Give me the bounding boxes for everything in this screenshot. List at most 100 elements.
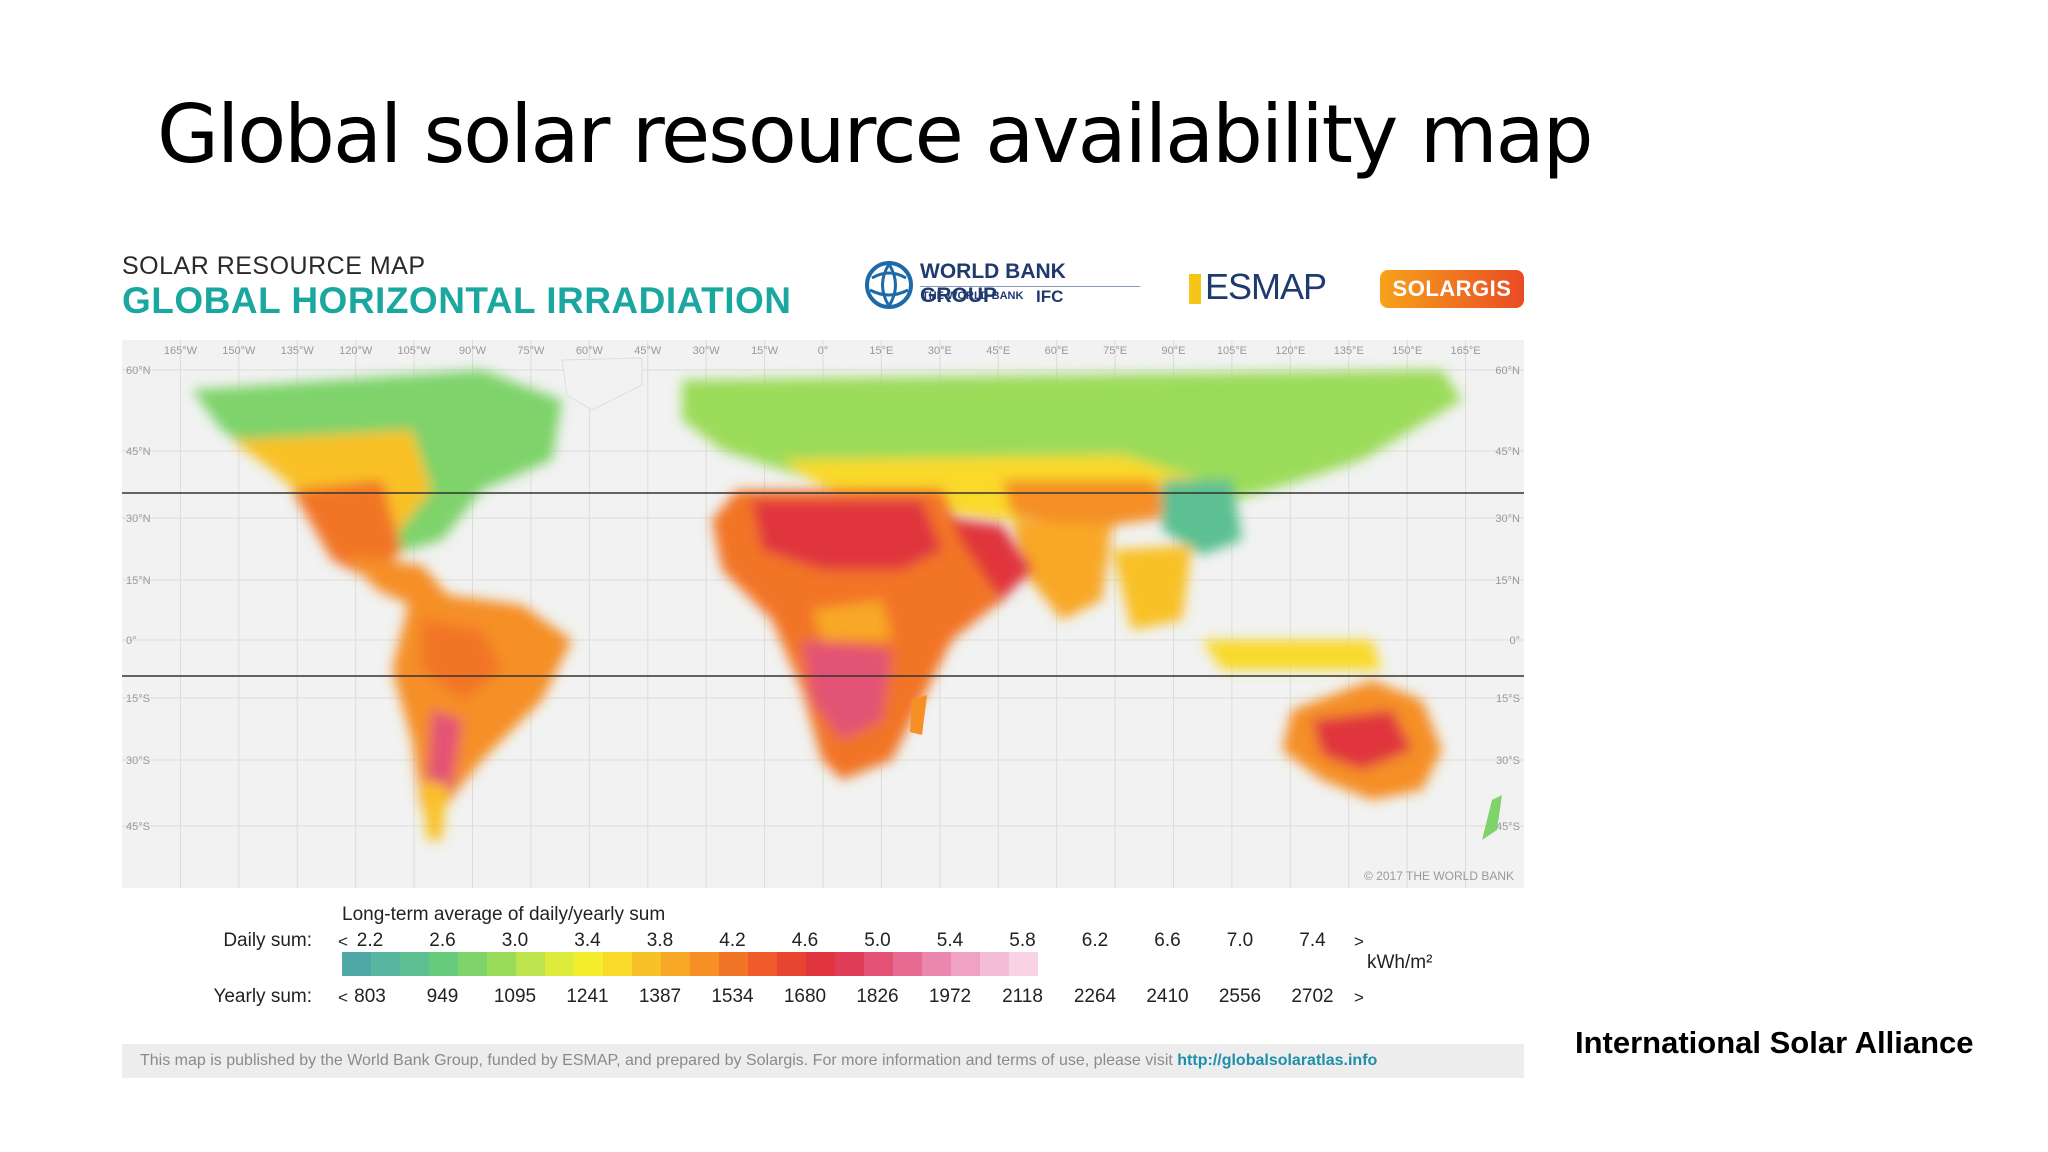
longitude-label: 90°W <box>459 345 487 357</box>
color-swatch <box>458 952 487 976</box>
esmap-sun-icon <box>1189 274 1201 304</box>
new-zealand-landmass <box>1482 795 1502 840</box>
latitude-label: 30°S <box>126 755 150 767</box>
daily-more-arrow: > <box>1354 932 1364 951</box>
yearly-tick-label: 1826 <box>856 986 899 1007</box>
yearly-less-arrow: < <box>338 988 348 1007</box>
latitude-label: 60°N <box>1495 365 1520 377</box>
color-swatch <box>806 952 835 976</box>
world-bank-group-name: WORLD BANK GROUP <box>920 260 1066 307</box>
longitude-label: 45°W <box>634 345 662 357</box>
latitude-label: 15°S <box>126 693 150 705</box>
globe-icon <box>865 261 913 309</box>
slide-title: Global solar resource availability map <box>157 88 1593 181</box>
latitude-label: 60°N <box>126 365 151 377</box>
longitude-label: 120°E <box>1275 345 1305 357</box>
map-kicker: SOLAR RESOURCE MAP <box>122 252 426 280</box>
longitude-label: 60°W <box>576 345 604 357</box>
longitude-label: 135°E <box>1334 345 1364 357</box>
latitude-label: 45°S <box>1496 821 1520 833</box>
americas-landmass <box>192 370 572 840</box>
slide-attribution: International Solar Alliance <box>1575 1025 1974 1060</box>
daily-less-arrow: < <box>338 932 348 951</box>
daily-tick-label: 5.8 <box>1009 930 1036 951</box>
yearly-tick-label: 803 <box>354 986 386 1007</box>
color-swatch <box>864 952 893 976</box>
world-bank-name: THE WORLD BANK <box>922 290 1024 302</box>
africa-landmass <box>712 490 1002 780</box>
longitude-label: 90°E <box>1162 345 1186 357</box>
longitude-label: 75°E <box>1103 345 1127 357</box>
longitude-label: 45°E <box>986 345 1010 357</box>
color-swatch <box>603 952 632 976</box>
esmap-logo: ESMAP <box>1187 266 1337 318</box>
yearly-tick-label: 1534 <box>711 986 754 1007</box>
yearly-tick-label: 1972 <box>928 986 972 1007</box>
map-heading: GLOBAL HORIZONTAL IRRADIATION <box>122 280 792 321</box>
latitude-label: 45°N <box>1495 446 1520 458</box>
irradiation-legend: Long-term average of daily/yearly sum Da… <box>122 904 1524 1024</box>
greenland-landmass <box>561 357 643 411</box>
daily-tick-label: 4.6 <box>791 930 819 951</box>
color-swatch <box>922 952 951 976</box>
longitude-label: 135°W <box>281 345 315 357</box>
color-swatch <box>835 952 864 976</box>
yearly-tick-label: 2410 <box>1146 986 1189 1007</box>
daily-tick-label: 2.6 <box>429 930 456 951</box>
yearly-tick-label: 1680 <box>783 986 827 1007</box>
longitude-label: 150°W <box>222 345 256 357</box>
longitude-label: 120°W <box>339 345 373 357</box>
latitude-label: 45°N <box>126 446 151 458</box>
yearly-tick-label: 2556 <box>1218 986 1262 1007</box>
daily-tick-label: 6.6 <box>1154 930 1181 951</box>
map-copyright: © 2017 THE WORLD BANK <box>1364 869 1514 883</box>
color-swatch <box>893 952 922 976</box>
solar-resource-map-poster: SOLAR RESOURCE MAP GLOBAL HORIZONTAL IRR… <box>122 246 1524 1080</box>
daily-sum-label: Daily sum: <box>223 930 312 951</box>
color-swatch <box>632 952 661 976</box>
yearly-more-arrow: > <box>1354 988 1364 1007</box>
daily-tick-label: 7.0 <box>1226 930 1254 951</box>
esmap-name: ESMAP <box>1205 266 1327 307</box>
globalsolaratlas-link[interactable]: http://globalsolaratlas.info <box>1177 1052 1378 1069</box>
latitude-label: 15°S <box>1496 693 1520 705</box>
color-swatch <box>1009 952 1038 976</box>
footer-text: This map is published by the World Bank … <box>140 1052 1173 1069</box>
color-swatch <box>719 952 748 976</box>
color-swatch <box>545 952 574 976</box>
yearly-sum-label: Yearly sum: <box>213 986 312 1007</box>
legend-caption: Long-term average of daily/yearly sum <box>342 904 666 925</box>
longitude-label: 165°W <box>164 345 198 357</box>
color-swatch <box>777 952 806 976</box>
color-swatch <box>400 952 429 976</box>
irradiation-map-svg: 165°W 150°W 135°W 120°W 105°W 90°W 75°W 60°W 45°… <box>122 340 1524 888</box>
color-swatch <box>574 952 603 976</box>
longitude-label: 150°E <box>1392 345 1422 357</box>
color-swatch <box>748 952 777 976</box>
longitude-label: 15°E <box>869 345 893 357</box>
solargis-logo: SOLARGIS <box>1380 270 1524 308</box>
latitude-label: 15°N <box>1495 575 1520 587</box>
longitude-label: 60°E <box>1045 345 1069 357</box>
latitude-labels-right: 60°N 45°N 30°N 15°N 0° 15°S 30°S 45°S <box>1495 365 1520 833</box>
yearly-tick-label: 2702 <box>1291 986 1334 1007</box>
longitude-label: 0° <box>818 345 829 357</box>
latitude-labels-left: 60°N 45°N 30°N 15°N 0° 15°S 30°S 45°S <box>126 365 151 833</box>
latitude-label: 30°S <box>1496 755 1520 767</box>
eurasia-landmass <box>682 370 1462 670</box>
color-scale <box>342 952 1038 976</box>
color-swatch <box>516 952 545 976</box>
color-swatch <box>661 952 690 976</box>
legend-unit: kWh/m² <box>1367 952 1433 973</box>
daily-tick-label: 5.4 <box>936 930 964 951</box>
daily-tick-label: 3.4 <box>574 930 601 951</box>
ifc-name: IFC <box>1036 287 1064 306</box>
longitude-label: 165°E <box>1451 345 1481 357</box>
daily-tick-label: 2.2 <box>356 930 384 951</box>
yearly-tick-label: 949 <box>426 986 459 1007</box>
longitude-labels: 165°W 150°W 135°W 120°W 105°W 90°W 75°W 60°W 45°… <box>164 345 1481 357</box>
yearly-tick-label: 2264 <box>1073 986 1117 1007</box>
yearly-tick-label: 1241 <box>566 986 609 1007</box>
longitude-label: 105°E <box>1217 345 1247 357</box>
latitude-label: 45°S <box>126 821 150 833</box>
